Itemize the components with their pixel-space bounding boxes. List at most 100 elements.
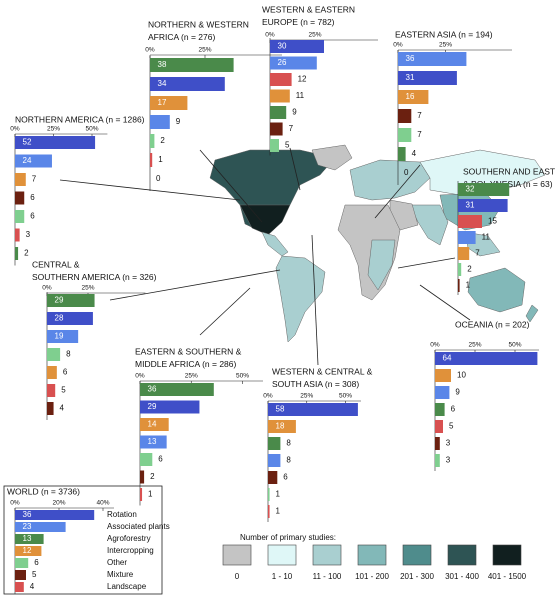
x-tick-label: 50% bbox=[236, 373, 249, 380]
bar bbox=[270, 73, 292, 86]
value-label: 30 bbox=[278, 42, 287, 51]
value-label: 7 bbox=[475, 249, 480, 258]
legend-swatch bbox=[312, 544, 342, 566]
bar bbox=[15, 534, 44, 544]
value-label: 5 bbox=[32, 570, 37, 579]
value-label: 58 bbox=[276, 405, 285, 414]
bar bbox=[270, 40, 324, 53]
value-label: 2 bbox=[150, 472, 155, 481]
value-label: 3 bbox=[26, 230, 31, 239]
value-label: 5 bbox=[61, 386, 66, 395]
bar bbox=[458, 231, 476, 244]
value-label: 6 bbox=[63, 368, 68, 377]
value-label: 7 bbox=[289, 124, 294, 133]
value-label: 7 bbox=[32, 175, 37, 184]
leader-line bbox=[109, 269, 281, 301]
value-label: 0 bbox=[404, 168, 409, 177]
value-label: 38 bbox=[158, 60, 167, 69]
value-label: 6 bbox=[30, 212, 35, 221]
value-label: 6 bbox=[451, 405, 456, 414]
value-label: 11 bbox=[482, 233, 491, 242]
x-tick-label: 25% bbox=[308, 32, 321, 39]
value-label: 0 bbox=[156, 174, 161, 183]
value-label: 29 bbox=[55, 296, 64, 305]
x-tick-label: 0% bbox=[265, 32, 275, 39]
value-label: 19 bbox=[55, 332, 64, 341]
legend-label: 101 - 200 bbox=[355, 572, 389, 581]
legend-label: 301 - 400 bbox=[445, 572, 479, 581]
bar bbox=[270, 89, 290, 103]
bar bbox=[140, 435, 167, 449]
category-label: Mixture bbox=[107, 570, 134, 579]
value-label: 2 bbox=[160, 136, 165, 145]
value-label: 10 bbox=[457, 371, 466, 380]
x-tick-label: 25% bbox=[300, 393, 313, 400]
bar bbox=[458, 215, 482, 228]
x-tick-label: 25% bbox=[468, 342, 481, 349]
bar bbox=[268, 403, 358, 416]
chart-title: NORTHERN & WESTERN bbox=[148, 19, 249, 29]
bar bbox=[398, 109, 412, 123]
bar bbox=[15, 570, 26, 580]
x-tick-label: 0% bbox=[145, 47, 155, 54]
bar bbox=[435, 437, 440, 450]
chart-title: SOUTH ASIA (n = 308) bbox=[272, 379, 359, 389]
value-label: 28 bbox=[55, 314, 64, 323]
chart-title: EASTERN & SOUTHERN & bbox=[135, 346, 242, 356]
value-label: 12 bbox=[23, 546, 32, 555]
x-tick-label: 0% bbox=[10, 126, 20, 133]
x-tick-label: 50% bbox=[508, 342, 521, 349]
value-label: 3 bbox=[446, 456, 451, 465]
value-label: 31 bbox=[406, 73, 415, 82]
x-tick-label: 25% bbox=[198, 47, 211, 54]
value-label: 17 bbox=[158, 98, 167, 107]
bar bbox=[47, 348, 61, 361]
x-tick-label: 25% bbox=[439, 42, 452, 49]
chart-title: EUROPE (n = 782) bbox=[262, 17, 335, 27]
value-label: 7 bbox=[417, 111, 422, 120]
x-tick-label: 0% bbox=[135, 373, 145, 380]
chart-title: NORTHERN AMERICA (n = 1286) bbox=[15, 114, 145, 124]
bar bbox=[150, 77, 225, 91]
x-tick-label: 50% bbox=[85, 126, 98, 133]
value-label: 29 bbox=[148, 402, 157, 411]
value-label: 1 bbox=[276, 490, 281, 499]
bar bbox=[435, 369, 451, 382]
new-zealand bbox=[525, 304, 539, 323]
leader-line bbox=[374, 164, 421, 219]
category-label: Intercropping bbox=[107, 546, 154, 555]
bar bbox=[268, 471, 278, 484]
value-label: 3 bbox=[446, 439, 451, 448]
south-america bbox=[275, 255, 326, 343]
value-label: 8 bbox=[66, 350, 71, 359]
value-label: 9 bbox=[455, 388, 460, 397]
bar bbox=[435, 352, 538, 365]
australia bbox=[467, 267, 526, 313]
legend-swatch bbox=[222, 544, 252, 566]
legend-swatch bbox=[267, 544, 297, 566]
chart-title: WESTERN & CENTRAL & bbox=[272, 366, 373, 376]
bar bbox=[15, 510, 95, 520]
x-tick-label: 25% bbox=[81, 285, 94, 292]
legend-label: 0 bbox=[235, 572, 240, 581]
bar bbox=[268, 420, 296, 433]
bar bbox=[140, 383, 214, 396]
bar bbox=[140, 453, 153, 466]
bar bbox=[398, 52, 467, 66]
bar bbox=[15, 546, 42, 556]
legend-title: Number of primary studies: bbox=[240, 533, 336, 542]
bar bbox=[270, 139, 279, 152]
bar bbox=[15, 522, 66, 532]
chart-title: WESTERN & EASTERN bbox=[262, 4, 355, 14]
value-label: 4 bbox=[412, 149, 417, 158]
bar bbox=[268, 454, 281, 467]
bar bbox=[15, 558, 29, 568]
x-tick-label: 25% bbox=[47, 126, 60, 133]
x-tick-label: 25% bbox=[185, 373, 198, 380]
bar bbox=[150, 96, 188, 110]
value-label: 2 bbox=[24, 249, 29, 258]
bar bbox=[150, 115, 170, 129]
value-label: 36 bbox=[148, 385, 157, 394]
bar bbox=[47, 294, 95, 307]
value-label: 34 bbox=[158, 79, 167, 88]
